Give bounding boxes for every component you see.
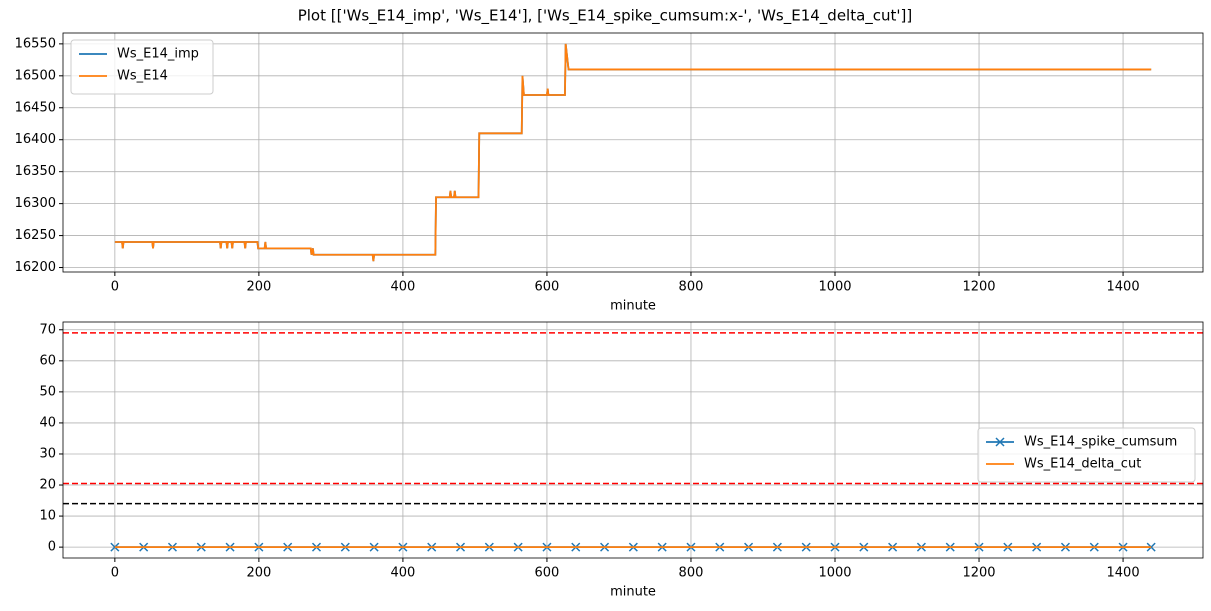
- legend-label: Ws_E14: [117, 69, 168, 84]
- y-tick-label: 30: [39, 446, 56, 461]
- x-axis-label: minute: [610, 585, 656, 600]
- legend-marker: [995, 437, 1005, 447]
- y-tick-label: 16450: [15, 100, 56, 115]
- x-tick-label: 0: [111, 566, 119, 581]
- x-axis-label: minute: [610, 299, 656, 314]
- y-tick-label: 50: [39, 384, 56, 399]
- axes-frame: [62, 32, 1204, 273]
- y-tick-label: 16550: [15, 36, 56, 51]
- y-tick-label: 16200: [15, 260, 56, 275]
- legend-label: Ws_E14_imp: [117, 47, 199, 62]
- x-tick-label: 1200: [962, 566, 995, 581]
- x-tick-label: 1400: [1107, 566, 1140, 581]
- y-tick-label: 60: [39, 353, 56, 368]
- figure-title: Plot [['Ws_E14_imp', 'Ws_E14'], ['Ws_E14…: [298, 7, 913, 26]
- legend-label: Ws_E14_delta_cut: [1024, 457, 1141, 472]
- plot-area: [63, 332, 1203, 552]
- legend-box: [977, 427, 1196, 483]
- y-tick-label: 40: [39, 415, 56, 430]
- y-tick-label: 16300: [15, 196, 56, 211]
- x-tick-label: 0: [111, 280, 119, 295]
- y-tick-label: 16350: [15, 164, 56, 179]
- x-tick-label: 400: [390, 280, 415, 295]
- x-tick-label: 1400: [1107, 280, 1140, 295]
- y-tick-label: 16500: [15, 68, 56, 83]
- y-tick-label: 0: [48, 540, 56, 555]
- x-tick-label: 800: [679, 566, 704, 581]
- plot-area: [114, 43, 1152, 262]
- marker: [1146, 542, 1156, 552]
- x-tick-label: 400: [390, 566, 415, 581]
- y-tick-label: 70: [39, 322, 56, 337]
- y-tick-label: 16400: [15, 132, 56, 147]
- legend-label: Ws_E14_spike_cumsum: [1024, 435, 1177, 450]
- y-tick-label: 10: [39, 509, 56, 524]
- x-tick-label: 600: [535, 280, 560, 295]
- x-tick-label: 800: [679, 280, 704, 295]
- axes-frame: [62, 321, 1204, 559]
- y-tick-label: 20: [39, 478, 56, 493]
- x-tick-label: 200: [246, 280, 271, 295]
- series-line: [114, 43, 1152, 262]
- x-tick-label: 1000: [818, 566, 851, 581]
- x-tick-label: 600: [535, 566, 560, 581]
- series-line: [114, 43, 1152, 262]
- x-tick-label: 200: [246, 566, 271, 581]
- x-tick-label: 1200: [962, 280, 995, 295]
- x-tick-label: 1000: [818, 280, 851, 295]
- y-tick-label: 16250: [15, 228, 56, 243]
